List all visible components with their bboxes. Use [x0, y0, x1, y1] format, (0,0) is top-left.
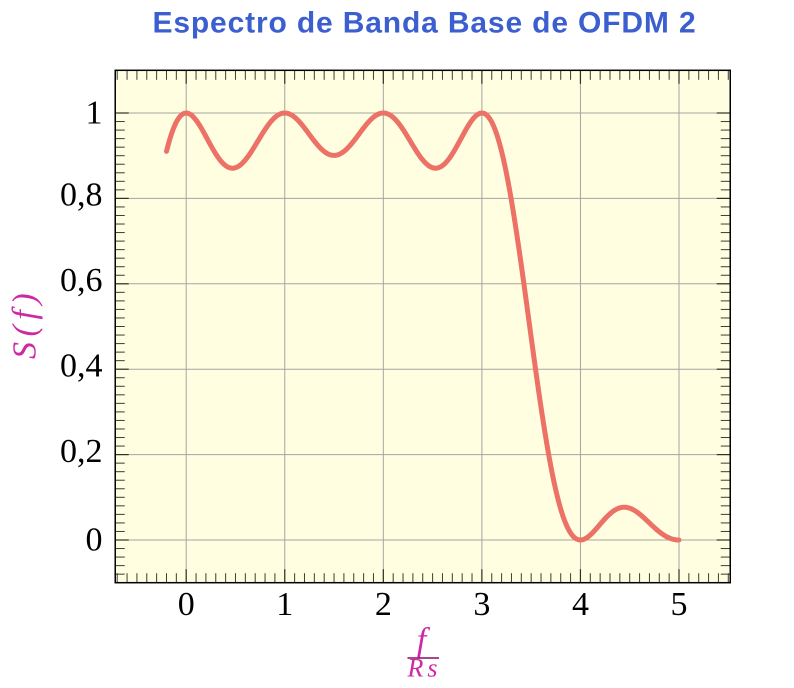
svg-text:1: 1: [86, 95, 103, 132]
svg-text:0,6: 0,6: [60, 262, 103, 299]
svg-text:0,4: 0,4: [60, 348, 103, 385]
svg-text:5: 5: [671, 586, 688, 623]
svg-text:0,8: 0,8: [60, 177, 103, 214]
svg-text:1: 1: [276, 586, 293, 623]
svg-text:0: 0: [178, 586, 195, 623]
svg-text:4: 4: [572, 586, 589, 623]
svg-text:Rs: Rs: [407, 654, 442, 683]
svg-text:Espectro de Banda Base de OFDM: Espectro de Banda Base de OFDM 2: [152, 7, 696, 40]
svg-text:3: 3: [473, 586, 490, 623]
svg-text:2: 2: [375, 586, 392, 623]
svg-text:S(f): S(f): [7, 288, 44, 359]
svg-text:0: 0: [86, 522, 103, 559]
svg-text:0,2: 0,2: [60, 433, 103, 470]
